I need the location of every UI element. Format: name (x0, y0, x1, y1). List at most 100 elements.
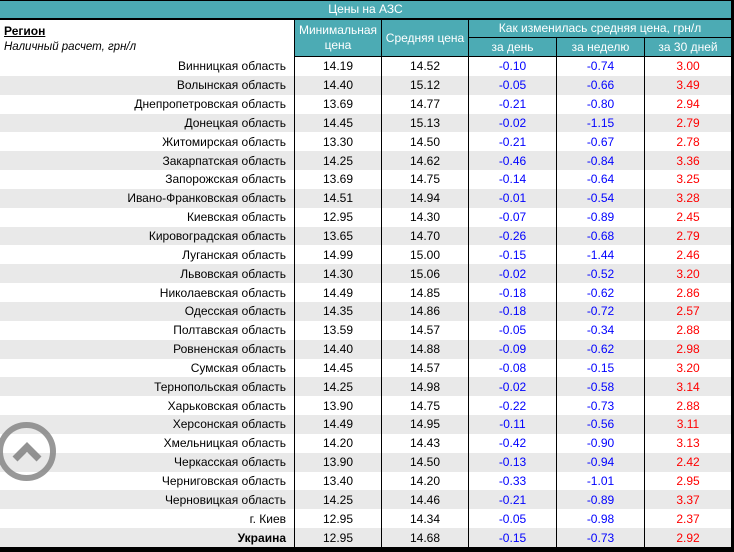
region-name-cell: Днепропетровская область (134, 97, 286, 112)
change-month-cell: 2.46 (644, 245, 731, 265)
change-week-cell: -0.94 (556, 452, 644, 472)
region-name-cell: Львовская область (180, 266, 286, 281)
table-row: Сумская область 14.45 14.57 -0.08 -0.15 3.20 (0, 358, 731, 378)
price-change-group-header: Как изменилась средняя цена, грн/л (468, 20, 731, 38)
region-name-cell: Волынская область (176, 78, 286, 93)
min-price-cell: 13.90 (294, 452, 381, 472)
change-day-cell: -0.46 (468, 151, 556, 171)
table-row: Запорожская область 13.69 14.75 -0.14 -0.64 3… (0, 170, 731, 189)
change-month-cell: 3.36 (644, 151, 731, 171)
min-price-cell: 14.40 (294, 75, 381, 95)
table-row: Ровненская область 14.40 14.88 -0.09 -0.62 2.… (0, 339, 731, 359)
region-name-cell: Одесская область (184, 304, 286, 319)
min-price-cell: 14.35 (294, 301, 381, 321)
change-day-cell: -0.05 (468, 320, 556, 340)
chevron-up-icon (11, 441, 43, 462)
min-price-cell: 14.99 (294, 245, 381, 265)
change-day-cell: -0.21 (468, 94, 556, 114)
change-week-cell: -1.15 (556, 113, 644, 133)
table-row: Херсонская область 14.49 14.95 -0.11 -0.56 3.… (0, 415, 731, 434)
table-row: Одесская область 14.35 14.86 -0.18 -0.72 2.57 (0, 301, 731, 321)
avg-price-cell: 14.68 (381, 528, 468, 547)
avg-price-cell: 14.86 (381, 301, 468, 321)
table-row: Луганская область 14.99 15.00 -0.15 -1.44 2.4… (0, 245, 731, 265)
change-week-cell: -0.73 (556, 396, 644, 416)
change-month-cell: 2.37 (644, 509, 731, 529)
table-row: Киевская область 12.95 14.30 -0.07 -0.89 2.45 (0, 207, 731, 227)
min-price-cell: 12.95 (294, 509, 381, 529)
region-name-cell: Луганская область (182, 247, 286, 262)
table-row: Николаевская область 14.49 14.85 -0.18 -0.62… (0, 283, 731, 302)
avg-price-cell: 14.70 (381, 226, 468, 246)
avg-price-cell: 14.20 (381, 471, 468, 491)
region-name-cell: Житомирская область (162, 134, 286, 149)
table-row: Харьковская область 13.90 14.75 -0.22 -0.73 2… (0, 396, 731, 416)
region-name-cell: Черкасская область (174, 455, 286, 470)
region-name-cell: Черниговская область (161, 473, 286, 488)
change-day-cell: -0.21 (468, 132, 556, 152)
change-week-cell: -0.90 (556, 433, 644, 453)
change-month-cell: 2.79 (644, 226, 731, 246)
change-month-cell: 3.00 (644, 57, 731, 76)
change-month-cell: 2.79 (644, 113, 731, 133)
change-day-cell: -0.02 (468, 264, 556, 284)
region-name-cell: Запорожская область (165, 172, 286, 187)
min-price-cell: 12.95 (294, 528, 381, 547)
region-name-cell: Закарпатская область (162, 153, 286, 168)
avg-price-cell: 14.62 (381, 151, 468, 171)
table-header: Регион Наличный расчет, грн/л Минимальна… (0, 20, 731, 57)
avg-price-cell: 14.75 (381, 396, 468, 416)
table-row: Ивано-Франковская область 14.51 14.94 -0.01… (0, 188, 731, 208)
change-day-cell: -0.08 (468, 358, 556, 378)
region-name-cell: Ивано-Франковская область (127, 191, 286, 206)
min-price-cell: 13.59 (294, 320, 381, 340)
region-name-cell: г. Киев (249, 511, 286, 526)
table-title: Цены на АЗС (0, 1, 731, 20)
min-price-cell: 14.49 (294, 415, 381, 434)
avg-price-cell: 14.94 (381, 188, 468, 208)
avg-price-cell: 14.34 (381, 509, 468, 529)
avg-price-cell: 15.12 (381, 75, 468, 95)
change-month-cell: 3.37 (644, 490, 731, 510)
region-name-cell: Тернопольская область (154, 379, 286, 394)
change-day-cell: -0.09 (468, 339, 556, 359)
avg-price-cell: 14.57 (381, 358, 468, 378)
change-week-cell: -0.64 (556, 170, 644, 189)
table-row: Черновицкая область 14.25 14.46 -0.21 -0.89 3… (0, 490, 731, 510)
change-month-cell: 3.20 (644, 358, 731, 378)
change-day-cell: -0.05 (468, 75, 556, 95)
change-day-cell: -0.33 (468, 471, 556, 491)
change-day-cell: -0.18 (468, 301, 556, 321)
region-name-cell: Киевская область (186, 210, 286, 225)
change-week-cell: -0.84 (556, 151, 644, 171)
avg-price-cell: 14.85 (381, 283, 468, 302)
change-week-cell: -1.44 (556, 245, 644, 265)
avg-price-cell: 14.98 (381, 377, 468, 397)
change-day-header: за день (468, 38, 556, 57)
avg-price-cell: 14.95 (381, 415, 468, 434)
change-month-cell: 3.14 (644, 377, 731, 397)
avg-price-cell: 14.52 (381, 57, 468, 76)
scroll-to-top-button[interactable] (0, 422, 56, 481)
avg-price-cell: 14.77 (381, 94, 468, 114)
region-name-cell: Винницкая область (178, 59, 286, 74)
change-month-cell: 3.28 (644, 188, 731, 208)
avg-price-cell: 14.50 (381, 132, 468, 152)
change-day-cell: -0.01 (468, 188, 556, 208)
change-month-cell: 3.13 (644, 433, 731, 453)
avg-price-cell: 14.43 (381, 433, 468, 453)
change-month-cell: 2.95 (644, 471, 731, 491)
change-month-cell: 2.92 (644, 528, 731, 547)
change-day-cell: -0.21 (468, 490, 556, 510)
change-week-cell: -0.68 (556, 226, 644, 246)
change-week-cell: -0.89 (556, 490, 644, 510)
change-week-cell: -0.58 (556, 377, 644, 397)
min-price-cell: 14.40 (294, 339, 381, 359)
avg-price-cell: 14.88 (381, 339, 468, 359)
min-price-cell: 14.25 (294, 490, 381, 510)
change-day-cell: -0.15 (468, 528, 556, 547)
change-day-cell: -0.13 (468, 452, 556, 472)
avg-price-cell: 15.00 (381, 245, 468, 265)
total-row-ukraine: Украина 12.95 14.68 -0.15 -0.73 2.92 (0, 528, 731, 547)
min-price-cell: 14.19 (294, 57, 381, 76)
